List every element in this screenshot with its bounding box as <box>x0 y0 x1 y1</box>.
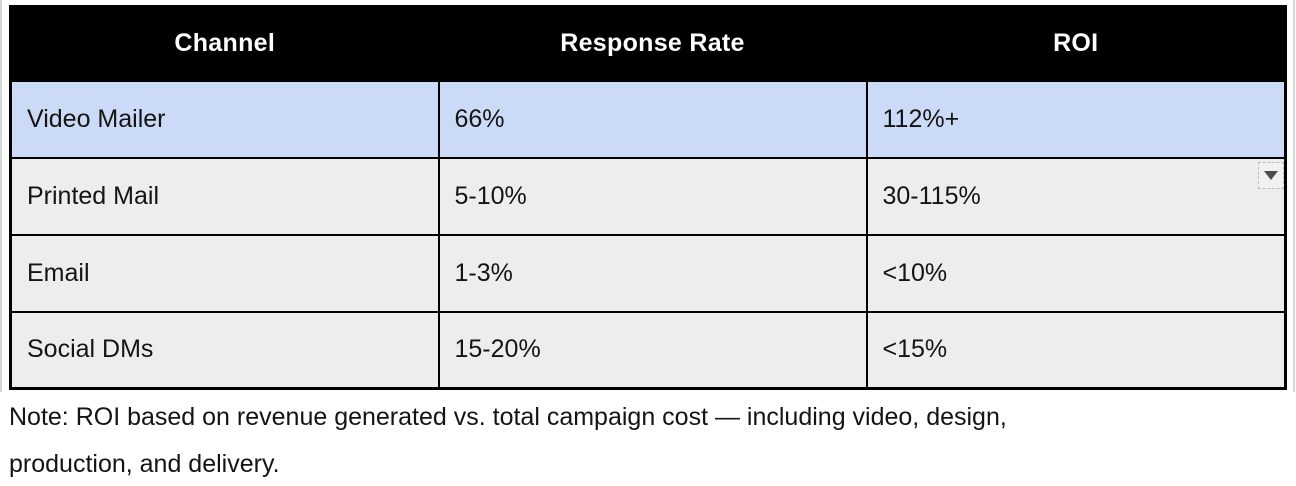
cell-roi: 112%+ <box>865 79 1287 159</box>
table-row-social-dms: Social DMs 15-20% <15% <box>9 310 1287 390</box>
table-row-email: Email 1-3% <10% <box>9 233 1287 313</box>
cell-response-rate: 5-10% <box>437 156 868 236</box>
table-row-printed-mail: Printed Mail 5-10% 30-115% <box>9 156 1287 236</box>
left-edge-line <box>0 0 2 392</box>
table-row-video-mailer: Video Mailer 66% 112%+ <box>9 79 1287 159</box>
footnote-line-2: production, and delivery. <box>9 450 280 478</box>
cell-channel: Printed Mail <box>9 156 440 236</box>
cell-channel: Video Mailer <box>9 79 440 159</box>
cell-roi: 30-115% <box>865 156 1287 236</box>
cell-roi: <15% <box>865 310 1287 390</box>
cell-roi: <10% <box>865 233 1287 313</box>
footnote-line-1: Note: ROI based on revenue generated vs.… <box>9 403 1007 431</box>
table-dropdown-button[interactable] <box>1258 162 1284 189</box>
column-header-roi: ROI <box>865 5 1287 82</box>
footnote: Note: ROI based on revenue generated vs.… <box>9 394 1291 486</box>
cell-response-rate: 15-20% <box>437 310 868 390</box>
cell-response-rate: 66% <box>437 79 868 159</box>
column-header-channel: Channel <box>9 5 440 82</box>
table-header-row: Channel Response Rate ROI <box>9 5 1287 82</box>
cell-channel: Social DMs <box>9 310 440 390</box>
caret-down-icon <box>1264 171 1278 180</box>
cell-response-rate: 1-3% <box>437 233 868 313</box>
channel-comparison-table: Channel Response Rate ROI Video Mailer 6… <box>9 5 1287 390</box>
right-edge-line <box>1293 0 1295 392</box>
cell-channel: Email <box>9 233 440 313</box>
column-header-response-rate: Response Rate <box>437 5 868 82</box>
